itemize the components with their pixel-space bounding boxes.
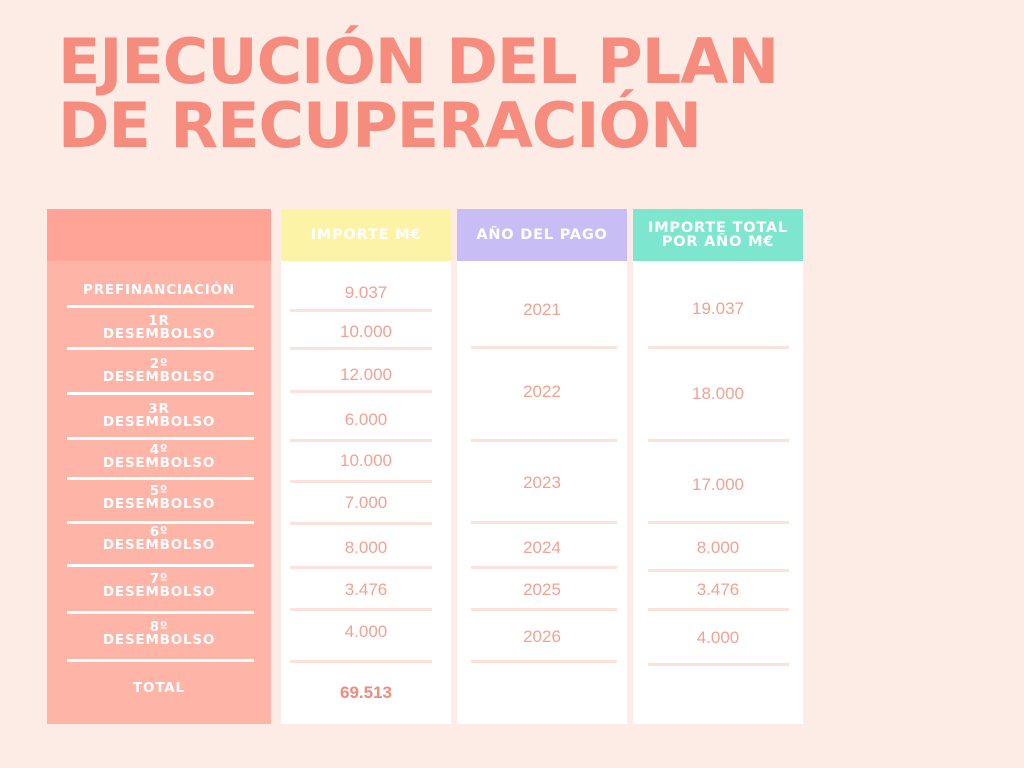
- row-label: 8º DESEMBOLSO: [102, 619, 216, 648]
- anio-pago-column-header: AÑO DEL PAGO: [457, 209, 627, 261]
- row-divider: [67, 347, 254, 350]
- importe-total-anio-value: 4.000: [696, 628, 740, 647]
- page-title: EJECUCIÓN DEL PLAN DE RECUPERACIÓN: [58, 25, 779, 162]
- label-column-header: [47, 209, 271, 261]
- row-divider: [67, 659, 254, 662]
- importe-total-anio-value: 18.000: [692, 384, 744, 403]
- importe-total-anio-values: 19.037 18.000 17.000 8.000 3.476 4.000: [633, 261, 803, 724]
- row-divider: [67, 437, 254, 440]
- row-divider: [67, 564, 254, 567]
- row-divider: [67, 305, 254, 308]
- importe-divider: [290, 347, 432, 350]
- anio-divider: [471, 521, 617, 524]
- total-anio-divider: [648, 346, 789, 349]
- importe-divider: [290, 439, 432, 442]
- importe-value: 7.000: [344, 493, 388, 512]
- total-anio-divider: [648, 439, 789, 442]
- importe-value: 3.476: [344, 580, 388, 599]
- row-divider: [67, 477, 254, 480]
- row-label: 3R DESEMBOLSO: [102, 401, 216, 430]
- row-divider: [67, 521, 254, 524]
- anio-pago-value: 2023: [523, 473, 561, 492]
- anio-pago-values: 2021 2022 2023 2024 2025 2026: [457, 261, 627, 724]
- importe-value: 10.000: [340, 451, 392, 470]
- importe-value: 8.000: [344, 538, 388, 557]
- anio-pago-value: 2026: [523, 627, 561, 646]
- importe-total-anio-value: 8.000: [696, 538, 740, 557]
- importe-total-anio-column: IMPORTE TOTAL POR AÑO M€ 19.037 18.000 17.…: [633, 209, 803, 724]
- importe-divider: [290, 522, 432, 525]
- anio-pago-column: AÑO DEL PAGO 2021 2022 2023 2024 2025 2026: [457, 209, 627, 724]
- importe-total-anio-header: IMPORTE TOTAL POR AÑO M€: [633, 209, 803, 261]
- row-label-column: PREFINANCIACIÓN 1R DESEMBOLSO 2º DESEMBOLS…: [47, 209, 271, 724]
- anio-pago-value: 2021: [523, 300, 561, 319]
- row-label: 1R DESEMBOLSO: [102, 313, 216, 342]
- total-anio-divider: [648, 569, 789, 572]
- importe-divider: [290, 566, 432, 569]
- total-value: 69.513: [340, 683, 392, 702]
- importe-divider: [290, 390, 432, 393]
- row-label: 6º DESEMBOLSO: [102, 524, 216, 553]
- anio-divider: [471, 439, 617, 442]
- row-label: 5º DESEMBOLSO: [102, 483, 216, 512]
- anio-divider: [471, 346, 617, 349]
- row-label-list: PREFINANCIACIÓN 1R DESEMBOLSO 2º DESEMBOLS…: [47, 261, 271, 724]
- anio-divider: [471, 660, 617, 663]
- row-label: 7º DESEMBOLSO: [102, 571, 216, 600]
- importe-divider: [290, 660, 432, 663]
- importe-divider: [290, 309, 432, 312]
- importe-column: IMPORTE M€ 9.037 10.000 12.000 6.000 10.000 7…: [281, 209, 451, 724]
- importe-total-anio-value: 19.037: [692, 299, 744, 318]
- importe-value: 6.000: [344, 410, 388, 429]
- anio-pago-value: 2024: [523, 538, 561, 557]
- importe-value: 10.000: [340, 322, 392, 341]
- importe-divider: [290, 608, 432, 611]
- total-label: TOTAL: [133, 680, 185, 696]
- importe-total-anio-value: 3.476: [696, 580, 740, 599]
- anio-divider: [471, 566, 617, 569]
- importe-value: 9.037: [344, 283, 388, 302]
- importe-value: 12.000: [340, 365, 392, 384]
- anio-pago-value: 2025: [523, 580, 561, 599]
- total-anio-divider: [648, 521, 789, 524]
- row-divider: [67, 392, 254, 395]
- row-divider: [67, 611, 254, 614]
- total-anio-divider: [648, 663, 789, 666]
- anio-pago-value: 2022: [523, 382, 561, 401]
- total-anio-divider: [648, 608, 789, 611]
- row-label: 2º DESEMBOLSO: [102, 356, 216, 385]
- importe-column-header: IMPORTE M€: [281, 209, 451, 261]
- importe-values: 9.037 10.000 12.000 6.000 10.000 7.000 8.000 3.…: [281, 261, 451, 724]
- importe-total-anio-value: 17.000: [692, 475, 744, 494]
- importe-divider: [290, 480, 432, 483]
- row-label: PREFINANCIACIÓN: [83, 282, 235, 298]
- anio-divider: [471, 608, 617, 611]
- importe-value: 4.000: [344, 622, 388, 641]
- row-label: 4º DESEMBOLSO: [102, 442, 216, 471]
